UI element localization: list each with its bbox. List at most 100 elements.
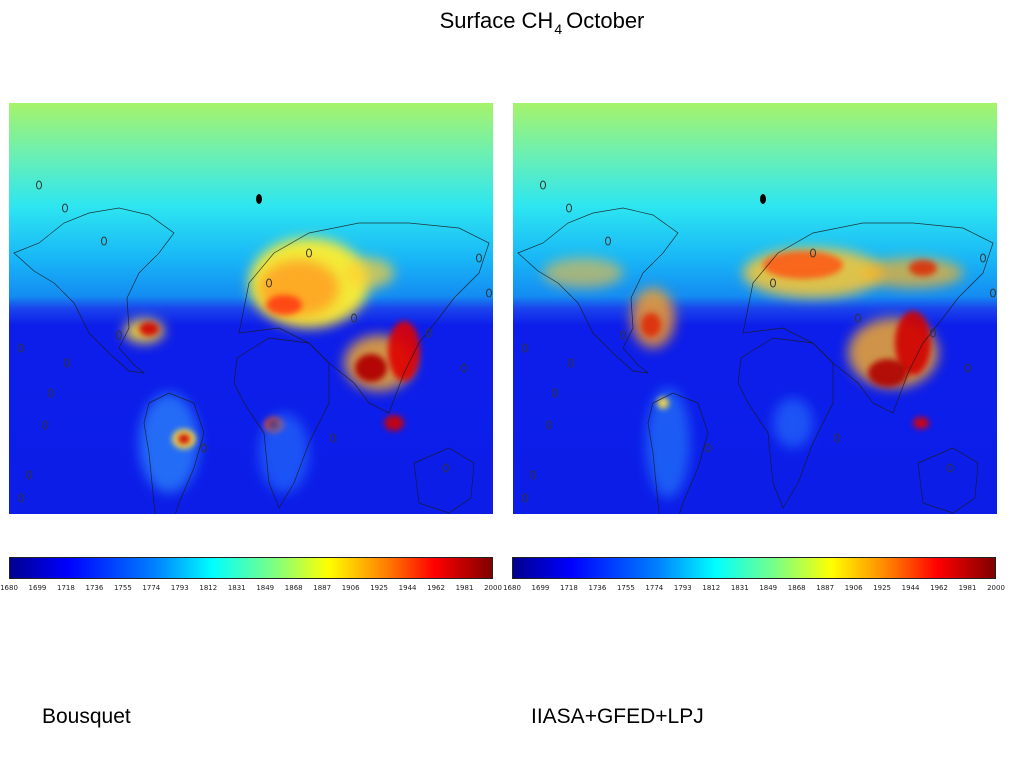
station-marker xyxy=(834,433,840,443)
methane-map-left xyxy=(9,103,493,514)
station-marker xyxy=(546,420,552,430)
station-marker xyxy=(62,203,68,213)
colorbar-tick-label: 1868 xyxy=(284,584,303,592)
colorbar-tick-label: 1831 xyxy=(227,584,246,592)
station-marker xyxy=(426,328,432,338)
colorbar-tick-label: 1680 xyxy=(503,584,521,592)
colorbar-tick-label: 1699 xyxy=(28,584,47,592)
colorbar-tick-label: 1736 xyxy=(85,584,104,592)
station-marker xyxy=(980,253,986,263)
caption-bousquet: Bousquet xyxy=(42,705,131,728)
colorbar-gradient xyxy=(9,557,493,579)
station-marker xyxy=(522,343,528,353)
colorbar-tick-label: 1831 xyxy=(730,584,749,592)
highlight-station-marker xyxy=(760,194,766,204)
station-marker xyxy=(116,330,122,340)
station-marker xyxy=(965,363,971,373)
methane-concentration-field xyxy=(124,238,420,493)
station-marker xyxy=(266,278,272,288)
colorbar-tick-label: 1849 xyxy=(759,584,778,592)
coastlines xyxy=(517,207,994,514)
caption-iiasa: IIASA+GFED+LPJ xyxy=(531,705,704,728)
station-marker xyxy=(42,420,48,430)
colorbar-tick-label: 2000 xyxy=(987,584,1005,592)
colorbar-tick-label: 1736 xyxy=(588,584,607,592)
coastlines xyxy=(13,207,490,514)
title-suffix: October xyxy=(566,8,645,33)
title-subscript: 4 xyxy=(554,21,563,37)
station-marker xyxy=(770,278,776,288)
station-marker xyxy=(101,236,107,246)
station-marker xyxy=(18,343,24,353)
colorbar-tick-label: 1981 xyxy=(958,584,977,592)
colorbar-ticks: 1680 1699 1718 1736 1755 1774 1793 1812 1831 1849… xyxy=(0,584,502,596)
colorbar-tick-label: 1793 xyxy=(673,584,692,592)
colorbar-gradient xyxy=(512,557,996,579)
map-panel-right xyxy=(513,103,997,514)
station-marker xyxy=(930,328,936,338)
station-marker xyxy=(605,236,611,246)
station-markers xyxy=(522,180,996,503)
methane-map-right xyxy=(513,103,997,514)
station-marker xyxy=(530,470,536,480)
title-main: Surface CH xyxy=(439,8,554,33)
station-marker xyxy=(486,288,492,298)
colorbar-tick-label: 1906 xyxy=(341,584,360,592)
station-marker xyxy=(36,180,42,190)
station-marker xyxy=(201,443,207,453)
map-background xyxy=(9,103,493,514)
station-marker xyxy=(443,463,449,473)
colorbar-tick-label: 1868 xyxy=(787,584,806,592)
colorbar-tick-label: 1774 xyxy=(142,584,161,592)
colorbar-right: 1680 1699 1718 1736 1755 1774 1793 1812 1831 1849… xyxy=(503,557,1005,605)
colorbar-tick-label: 1906 xyxy=(844,584,863,592)
station-marker xyxy=(18,493,24,503)
methane-concentration-field xyxy=(543,248,963,498)
colorbar-left: 1680 1699 1718 1736 1755 1774 1793 1812 1831 1849… xyxy=(0,557,502,605)
colorbar-tick-label: 1944 xyxy=(901,584,920,592)
station-marker xyxy=(566,203,572,213)
station-marker xyxy=(568,358,574,368)
colorbar-ticks: 1680 1699 1718 1736 1755 1774 1793 1812 1831 1849… xyxy=(503,584,1005,596)
station-marker xyxy=(947,463,953,473)
station-marker xyxy=(461,363,467,373)
page-title: Surface CH4 October xyxy=(0,8,1024,37)
colorbar-tick-label: 1962 xyxy=(427,584,445,592)
colorbar-tick-label: 1718 xyxy=(560,584,578,592)
colorbar-tick-label: 1925 xyxy=(873,584,892,592)
colorbar-tick-label: 1962 xyxy=(930,584,948,592)
station-marker xyxy=(705,443,711,453)
colorbar-tick-label: 1718 xyxy=(57,584,75,592)
colorbar-tick-label: 1925 xyxy=(370,584,389,592)
station-marker xyxy=(620,330,626,340)
station-marker xyxy=(351,313,357,323)
colorbar-tick-label: 1812 xyxy=(702,584,721,592)
station-marker xyxy=(306,248,312,258)
station-marker xyxy=(990,288,996,298)
colorbar-tick-label: 1887 xyxy=(313,584,332,592)
colorbar-tick-label: 1793 xyxy=(170,584,189,592)
station-marker xyxy=(810,248,816,258)
colorbar-tick-label: 2000 xyxy=(484,584,502,592)
colorbar-tick-label: 1755 xyxy=(616,584,635,592)
colorbar-tick-label: 1944 xyxy=(398,584,417,592)
station-marker xyxy=(522,493,528,503)
station-marker xyxy=(26,470,32,480)
colorbar-tick-label: 1981 xyxy=(455,584,474,592)
colorbar-tick-label: 1755 xyxy=(113,584,132,592)
colorbar-tick-label: 1774 xyxy=(645,584,664,592)
map-panel-left xyxy=(9,103,493,514)
colorbar-tick-label: 1699 xyxy=(531,584,550,592)
station-markers xyxy=(18,180,492,503)
colorbar-tick-label: 1812 xyxy=(199,584,218,592)
colorbar-tick-label: 1680 xyxy=(0,584,18,592)
station-marker xyxy=(330,433,336,443)
station-marker xyxy=(48,388,54,398)
colorbar-tick-label: 1887 xyxy=(816,584,835,592)
station-marker xyxy=(540,180,546,190)
station-marker xyxy=(552,388,558,398)
colorbar-tick-label: 1849 xyxy=(256,584,275,592)
station-marker xyxy=(64,358,70,368)
highlight-station-marker xyxy=(256,194,262,204)
station-marker xyxy=(476,253,482,263)
